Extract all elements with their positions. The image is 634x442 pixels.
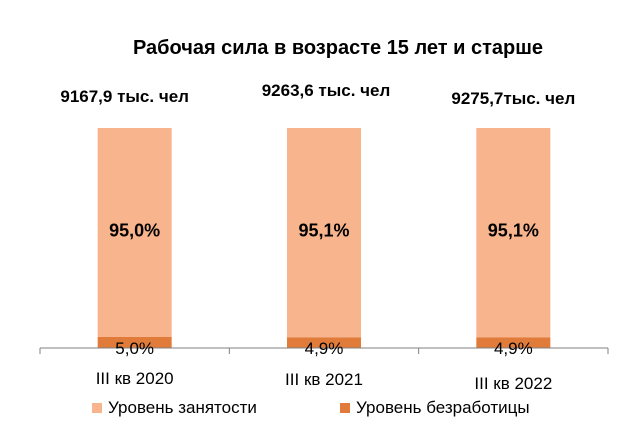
label-employment-3: 95,1%: [488, 221, 539, 241]
legend-label-1: Уровень занятости: [108, 398, 257, 417]
label-unemployment-2: 4,9%: [305, 339, 344, 358]
tick-label-2: III кв 2021: [285, 370, 363, 389]
legend-label-2: Уровень безработицы: [356, 398, 530, 417]
bars-group: [97, 128, 551, 348]
tick-label-1: III кв 2020: [96, 369, 174, 388]
bar-employment-3: [476, 128, 551, 338]
label-unemployment-1: 5,0%: [115, 339, 154, 358]
label-employment-1: 95,0%: [109, 221, 160, 241]
x-axis: III кв 2020 III кв 2021 III кв 2022: [39, 347, 609, 393]
tick-label-3: III кв 2022: [474, 374, 552, 393]
labels-group: 95,0% 5,0% 9167,9 тыс. чел 95,1% 4,9% 9263,6 …: [60, 81, 575, 358]
bar-unemployment-1: [97, 337, 172, 348]
legend-swatch-2: [340, 403, 350, 413]
chart-title: Рабочая сила в возрасте 15 лет и старше: [133, 37, 543, 59]
bar-unemployment-2: [287, 337, 361, 348]
bar-employment-2: [287, 128, 361, 338]
label-total-2: 9263,6 тыс. чел: [262, 81, 391, 100]
bar-employment-1: [97, 128, 172, 337]
bar-unemployment-3: [476, 337, 551, 348]
label-unemployment-3: 4,9%: [494, 339, 533, 358]
label-total-3: 9275,7тыс. чел: [451, 89, 575, 108]
legend-swatch-1: [92, 403, 102, 413]
label-employment-2: 95,1%: [298, 221, 349, 241]
label-total-1: 9167,9 тыс. чел: [60, 87, 189, 106]
legend: Уровень занятости Уровень безработицы: [92, 398, 530, 417]
